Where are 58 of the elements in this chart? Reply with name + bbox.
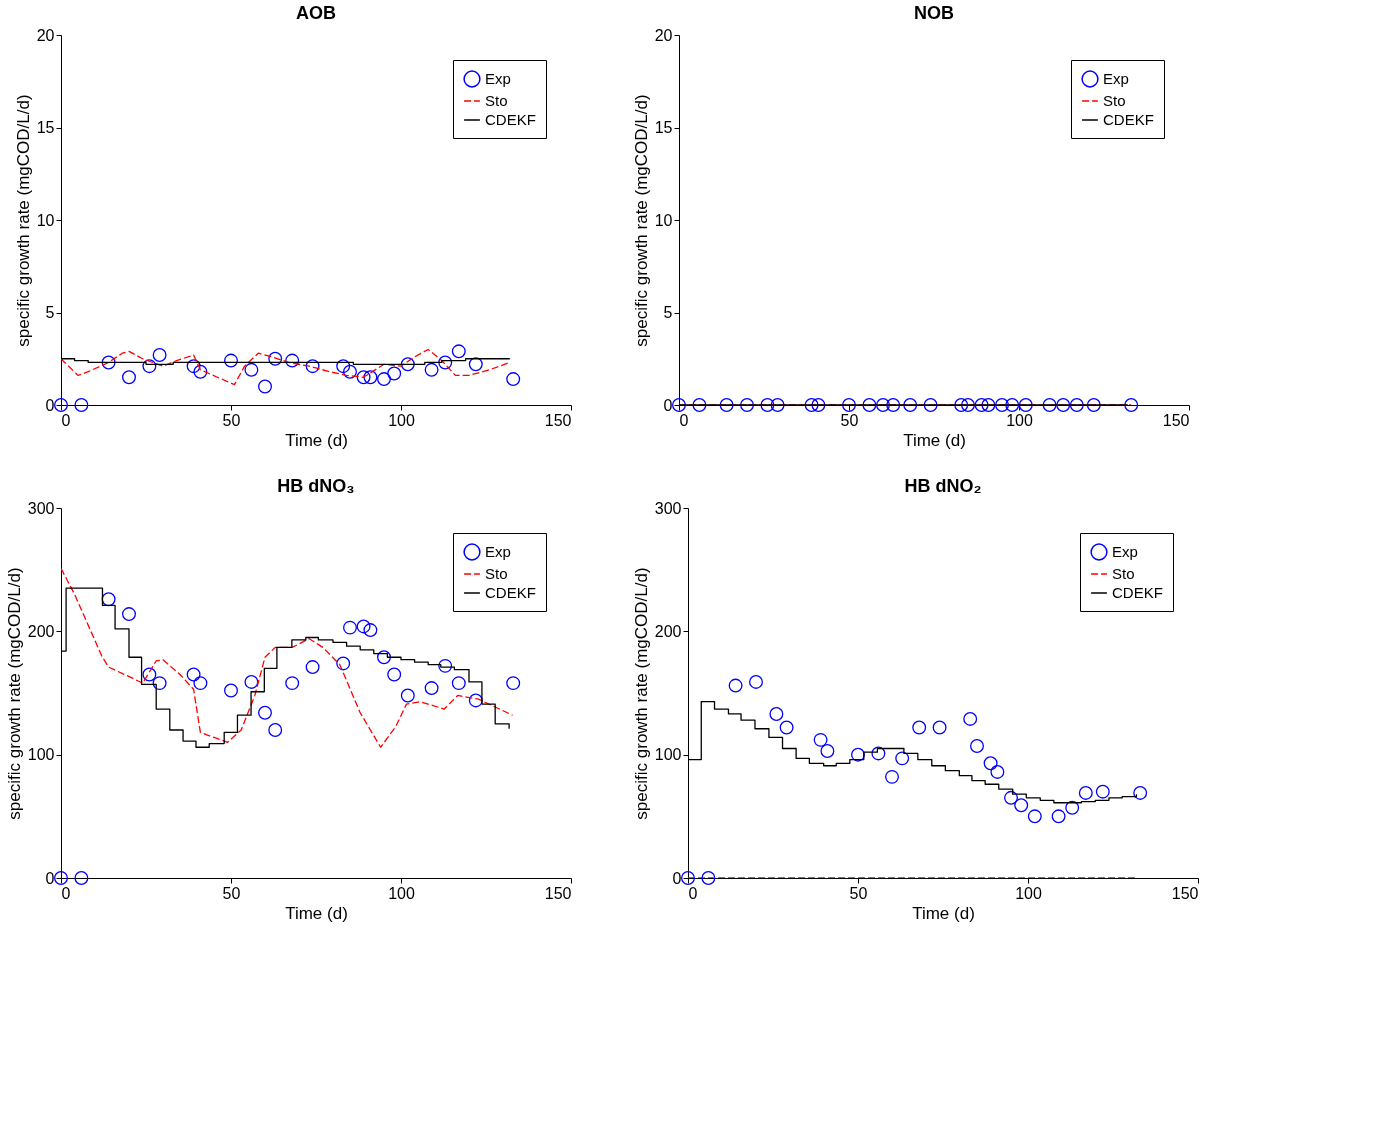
x-tick-label: 50 bbox=[222, 411, 241, 429]
y-tick-label: 20 bbox=[36, 26, 55, 44]
y-tick-label: 5 bbox=[45, 304, 55, 321]
legend-label: CDEKF bbox=[485, 584, 536, 601]
x-tick-label: 150 bbox=[1171, 884, 1199, 902]
y-tick-label: 300 bbox=[27, 499, 55, 517]
y-axis-title: specific growth rate (mgCOD/L/d) bbox=[13, 94, 33, 347]
y-tick-label: 200 bbox=[654, 622, 682, 640]
legend-label: CDEKF bbox=[485, 111, 536, 128]
x-tick-label: 100 bbox=[388, 411, 415, 429]
y-tick-label: 10 bbox=[36, 211, 55, 229]
y-tick-label: 0 bbox=[45, 869, 55, 887]
x-tick-label: 0 bbox=[688, 884, 698, 902]
x-axis-title: Time (d) bbox=[285, 430, 348, 450]
legend-label: CDEKF bbox=[1112, 584, 1163, 601]
x-tick-label: 100 bbox=[1015, 884, 1042, 902]
x-tick-label: 100 bbox=[1006, 411, 1033, 429]
x-tick-label: 50 bbox=[222, 884, 241, 902]
legend-label: Sto bbox=[1112, 565, 1135, 582]
y-tick-label: 10 bbox=[654, 211, 673, 229]
chart-title: AOB bbox=[296, 3, 336, 23]
y-tick-label: 20 bbox=[654, 26, 673, 44]
y-axis-title: specific growth rate (mgCOD/L/d) bbox=[4, 567, 24, 820]
chart-title: HB dNO₂ bbox=[904, 476, 982, 496]
y-axis-title: specific growth rate (mgCOD/L/d) bbox=[631, 94, 651, 347]
x-tick-label: 0 bbox=[61, 884, 71, 902]
legend-label: Sto bbox=[1103, 92, 1126, 109]
y-tick-label: 0 bbox=[663, 396, 673, 414]
x-axis-title: Time (d) bbox=[912, 903, 975, 923]
x-tick-label: 150 bbox=[544, 884, 572, 902]
legend-label: Sto bbox=[485, 565, 508, 582]
legend-label: Exp bbox=[485, 70, 511, 87]
y-tick-label: 15 bbox=[654, 119, 673, 136]
legend-label: CDEKF bbox=[1103, 111, 1154, 128]
x-tick-label: 50 bbox=[840, 411, 859, 429]
x-tick-label: 100 bbox=[388, 884, 415, 902]
y-tick-label: 100 bbox=[27, 746, 55, 764]
legend-label: Sto bbox=[485, 92, 508, 109]
y-axis-title: specific growth rate (mgCOD/L/d) bbox=[631, 567, 651, 820]
legend-label: Exp bbox=[485, 543, 511, 560]
y-tick-label: 300 bbox=[654, 499, 682, 517]
line-series bbox=[61, 348, 511, 386]
x-tick-label: 150 bbox=[1162, 411, 1190, 429]
legend-label: Exp bbox=[1103, 70, 1129, 87]
y-tick-label: 100 bbox=[654, 746, 682, 764]
x-tick-label: 50 bbox=[849, 884, 868, 902]
y-tick-label: 5 bbox=[663, 304, 673, 321]
x-tick-label: 150 bbox=[544, 411, 572, 429]
y-tick-label: 15 bbox=[36, 119, 55, 136]
y-tick-label: 0 bbox=[672, 869, 682, 887]
y-tick-label: 200 bbox=[27, 622, 55, 640]
x-axis-title: Time (d) bbox=[285, 903, 348, 923]
legend-label: Exp bbox=[1112, 543, 1138, 560]
y-tick-label: 0 bbox=[45, 396, 55, 414]
chart-title: HB dNO₃ bbox=[277, 476, 355, 496]
x-tick-label: 0 bbox=[61, 411, 71, 429]
x-axis-title: Time (d) bbox=[903, 430, 966, 450]
chart-title: NOB bbox=[914, 3, 954, 23]
